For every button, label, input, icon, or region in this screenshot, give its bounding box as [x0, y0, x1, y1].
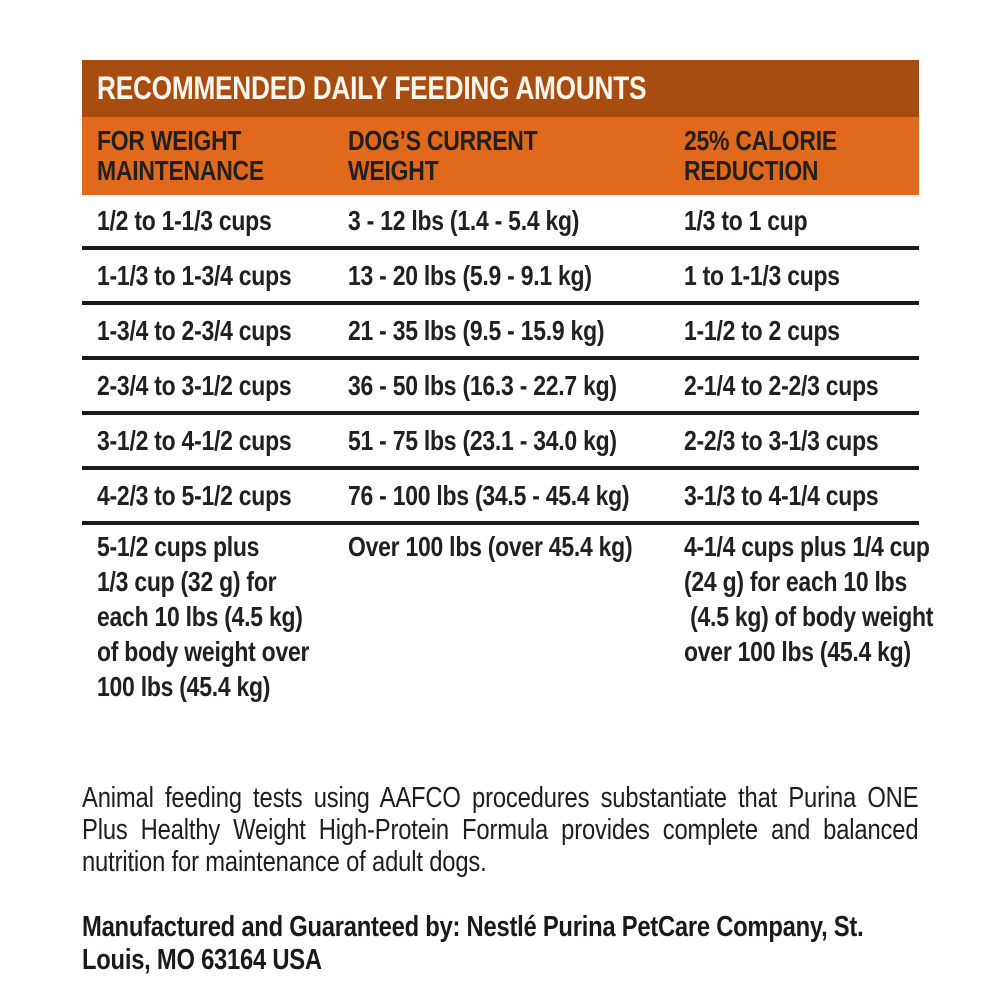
table-row: 4-2/3 to 5-1/2 cups 76 - 100 lbs (34.5 -… — [82, 470, 919, 525]
cell-weight-text: 36 - 50 lbs (16.3 - 22.7 kg) — [348, 369, 617, 401]
cell-reduction: 3-1/3 to 4-1/4 cups — [684, 479, 921, 511]
cell-maintenance: 5-1/2 cups plus 1/3 cup (32 g) for each … — [82, 529, 348, 704]
table-row: 1-1/3 to 1-3/4 cups 13 - 20 lbs (5.9 - 9… — [82, 250, 919, 305]
column-header-maintenance-label: FOR WEIGHT MAINTENANCE — [97, 125, 264, 186]
cell-maintenance: 1/2 to 1-1/3 cups — [82, 204, 348, 236]
cell-reduction: 2-2/3 to 3-1/3 cups — [684, 424, 921, 456]
cell-weight: 21 - 35 lbs (9.5 - 15.9 kg) — [348, 314, 684, 346]
cell-reduction-text: 1-1/2 to 2 cups — [684, 314, 840, 346]
cell-maintenance-text: 1/2 to 1-1/3 cups — [97, 204, 272, 236]
cell-reduction: 1 to 1-1/3 cups — [684, 259, 919, 291]
table-row: 1/2 to 1-1/3 cups 3 - 12 lbs (1.4 - 5.4 … — [82, 195, 919, 250]
column-header-weight-label: DOG’S CURRENT WEIGHT — [348, 125, 538, 186]
feeding-table: RECOMMENDED DAILY FEEDING AMOUNTS FOR WE… — [82, 60, 933, 716]
cell-maintenance-text: 1-3/4 to 2-3/4 cups — [97, 314, 292, 346]
cell-weight-text: 21 - 35 lbs (9.5 - 15.9 kg) — [348, 314, 605, 346]
table-row: 1-3/4 to 2-3/4 cups 21 - 35 lbs (9.5 - 1… — [82, 305, 919, 360]
cell-reduction: 1-1/2 to 2 cups — [684, 314, 919, 346]
column-header-row: FOR WEIGHT MAINTENANCE DOG’S CURRENT WEI… — [82, 117, 919, 195]
cell-reduction: 1/3 to 1 cup — [684, 204, 919, 236]
table-row: 3-1/2 to 4-1/2 cups 51 - 75 lbs (23.1 - … — [82, 415, 919, 470]
cell-maintenance-text: 2-3/4 to 3-1/2 cups — [97, 369, 292, 401]
cell-maintenance: 4-2/3 to 5-1/2 cups — [82, 479, 348, 511]
manufacturer-statement: Manufactured and Guaranteed by: Nestlé P… — [82, 911, 864, 976]
cell-maintenance-text: 3-1/2 to 4-1/2 cups — [97, 424, 292, 456]
cell-weight: 13 - 20 lbs (5.9 - 9.1 kg) — [348, 259, 684, 291]
cell-weight: 3 - 12 lbs (1.4 - 5.4 kg) — [348, 204, 684, 236]
aafco-statement: Animal feeding tests using AAFCO procedu… — [82, 782, 919, 878]
cell-maintenance-text: 4-2/3 to 5-1/2 cups — [97, 479, 292, 511]
cell-maintenance-text: 1-1/3 to 1-3/4 cups — [97, 259, 292, 291]
cell-reduction-text: 2-1/4 to 2-2/3 cups — [684, 369, 879, 401]
cell-weight: 51 - 75 lbs (23.1 - 34.0 kg) — [348, 424, 684, 456]
cell-reduction-text: 2-2/3 to 3-1/3 cups — [684, 424, 879, 456]
column-header-reduction: 25% CALORIE REDUCTION — [684, 126, 919, 186]
cell-weight-text: Over 100 lbs (over 45.4 kg) — [348, 531, 633, 562]
cell-maintenance: 1-3/4 to 2-3/4 cups — [82, 314, 348, 346]
cell-reduction-text: 1/3 to 1 cup — [684, 204, 808, 236]
table-row: 5-1/2 cups plus 1/3 cup (32 g) for each … — [82, 525, 933, 716]
column-header-maintenance: FOR WEIGHT MAINTENANCE — [82, 126, 348, 186]
cell-reduction-text: 1 to 1-1/3 cups — [684, 259, 840, 291]
table-title: RECOMMENDED DAILY FEEDING AMOUNTS — [97, 70, 647, 106]
cell-weight-text: 3 - 12 lbs (1.4 - 5.4 kg) — [348, 204, 580, 236]
column-header-reduction-label: 25% CALORIE REDUCTION — [684, 125, 837, 186]
cell-maintenance: 1-1/3 to 1-3/4 cups — [82, 259, 348, 291]
table-row: 2-3/4 to 3-1/2 cups 36 - 50 lbs (16.3 - … — [82, 360, 919, 415]
cell-maintenance: 2-3/4 to 3-1/2 cups — [82, 369, 348, 401]
cell-reduction: 2-1/4 to 2-2/3 cups — [684, 369, 921, 401]
cell-reduction-text: 4-1/4 cups plus 1/4 cup (24 g) for each … — [684, 531, 934, 667]
cell-weight: 36 - 50 lbs (16.3 - 22.7 kg) — [348, 369, 684, 401]
cell-weight-text: 76 - 100 lbs (34.5 - 45.4 kg) — [348, 479, 630, 511]
cell-weight: 76 - 100 lbs (34.5 - 45.4 kg) — [348, 479, 684, 511]
table-title-bar: RECOMMENDED DAILY FEEDING AMOUNTS — [82, 60, 919, 117]
cell-weight-text: 13 - 20 lbs (5.9 - 9.1 kg) — [348, 259, 592, 291]
cell-weight-text: 51 - 75 lbs (23.1 - 34.0 kg) — [348, 424, 617, 456]
cell-maintenance: 3-1/2 to 4-1/2 cups — [82, 424, 348, 456]
column-header-weight: DOG’S CURRENT WEIGHT — [348, 126, 684, 186]
cell-maintenance-text: 5-1/2 cups plus 1/3 cup (32 g) for each … — [97, 531, 310, 702]
cell-reduction-text: 3-1/3 to 4-1/4 cups — [684, 479, 879, 511]
cell-weight: Over 100 lbs (over 45.4 kg) — [348, 529, 684, 564]
cell-reduction: 4-1/4 cups plus 1/4 cup (24 g) for each … — [684, 529, 988, 669]
